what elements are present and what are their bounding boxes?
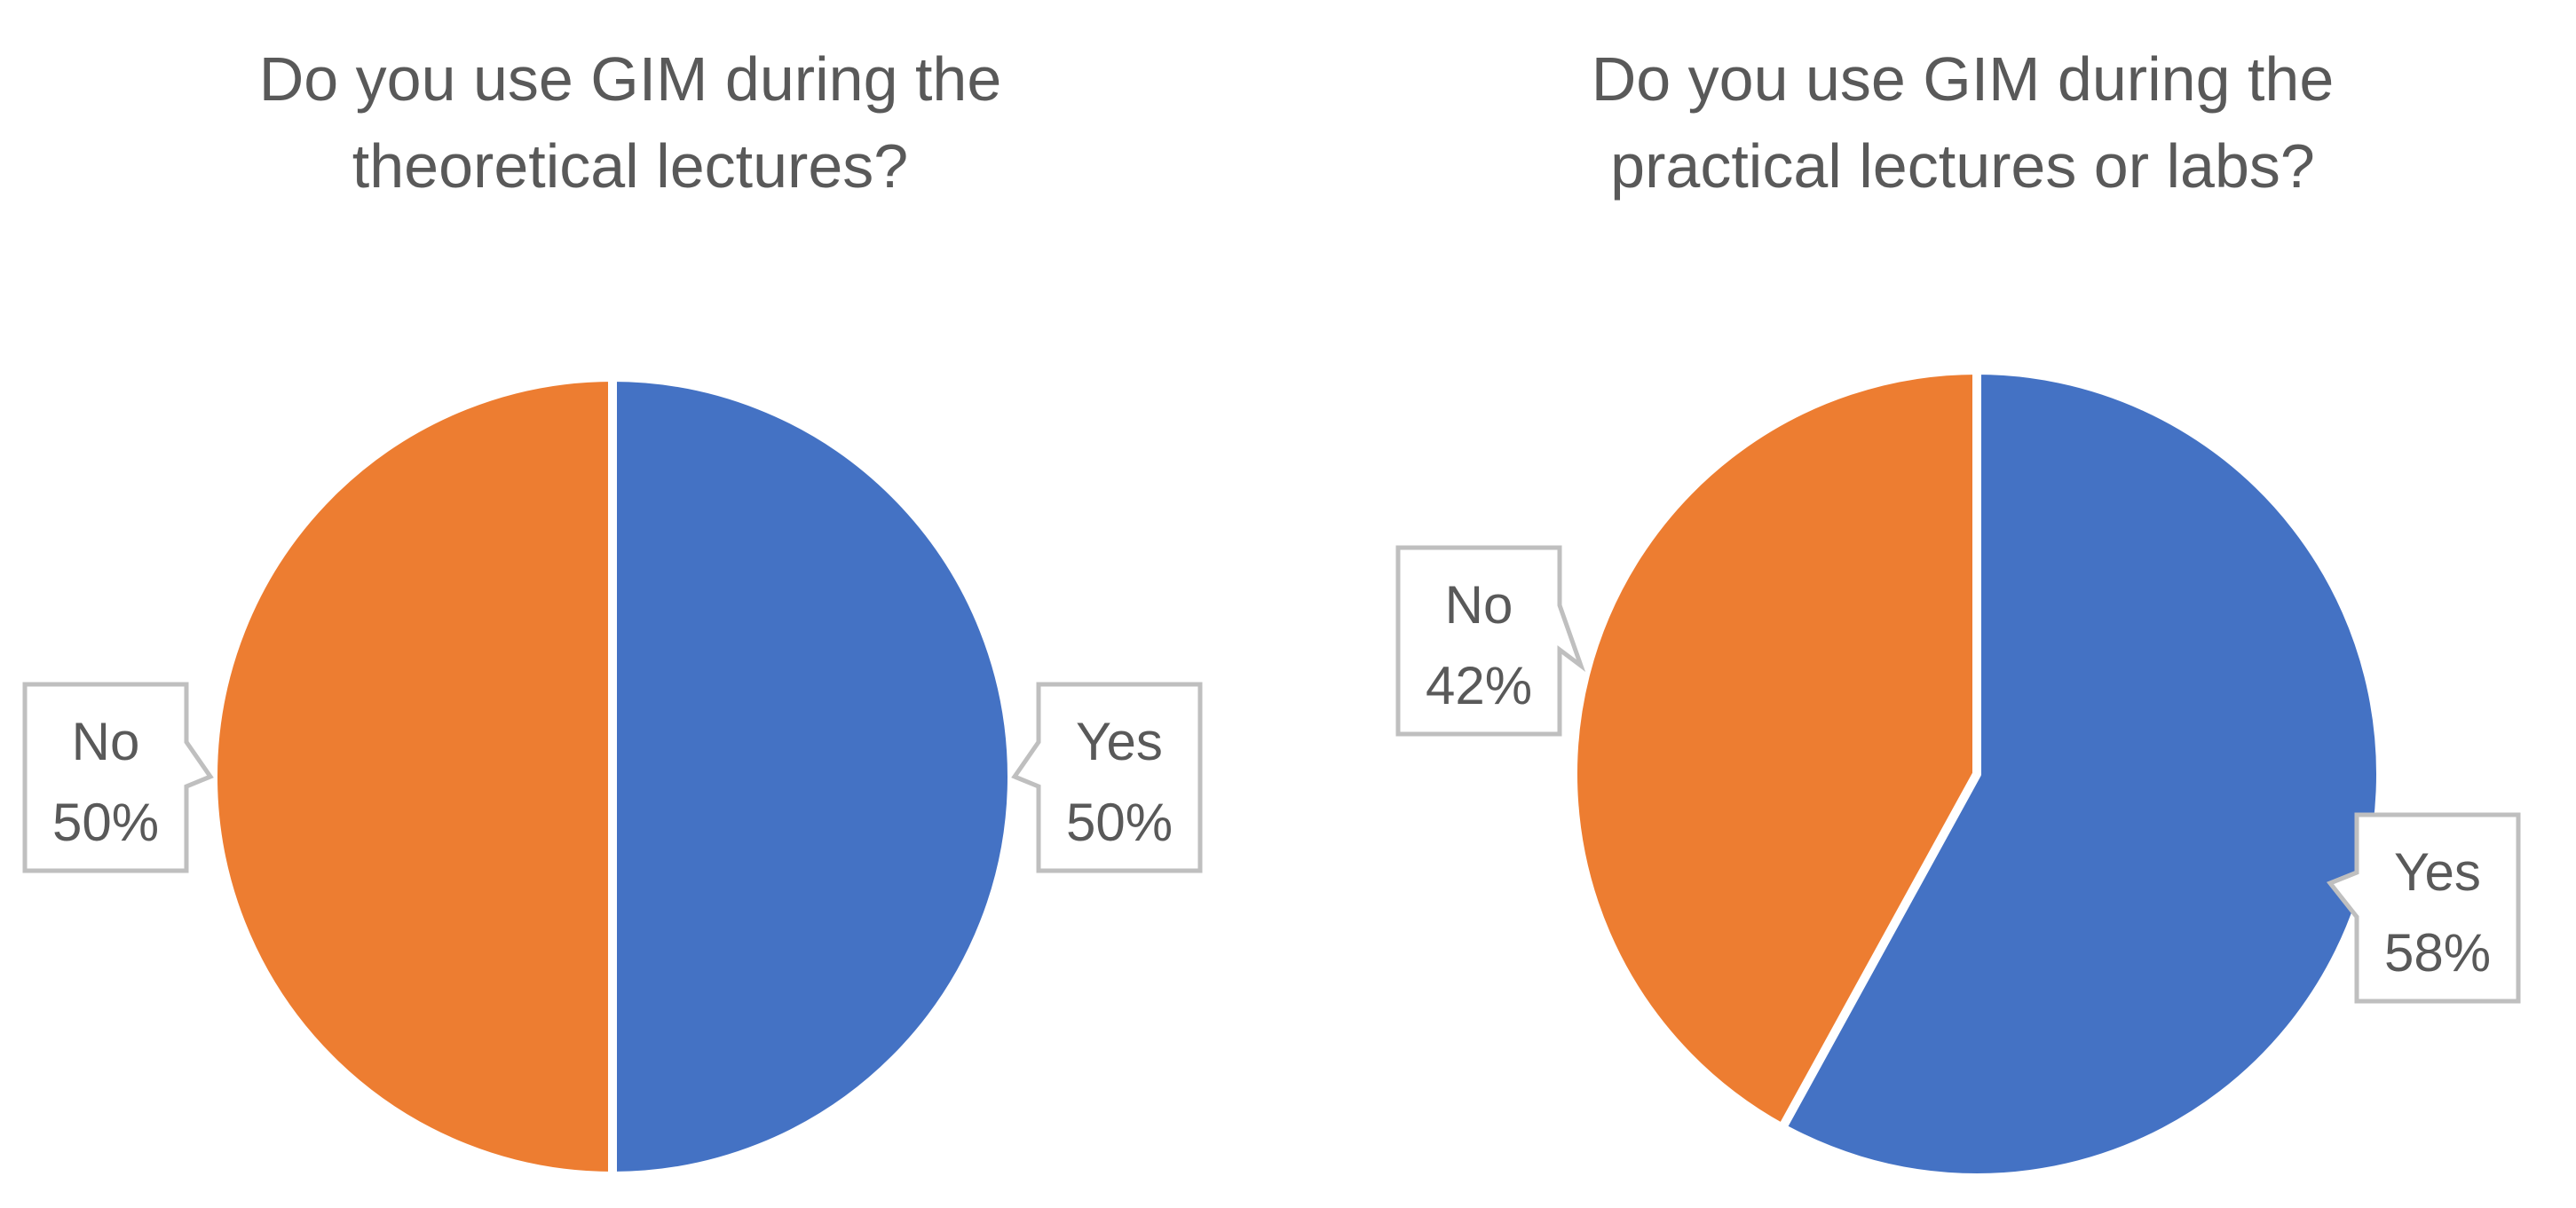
chart-title-line-1: Do you use GIM during the bbox=[1591, 44, 2335, 114]
data-label-no: No 42% bbox=[1395, 545, 1586, 737]
pie-slice-no bbox=[209, 373, 617, 1180]
pie-plot-area: Yes 58% No 42% bbox=[1395, 366, 2521, 1182]
callout-box bbox=[2326, 812, 2521, 1004]
data-label-category: Yes bbox=[1076, 712, 1163, 771]
data-label-percent: 58% bbox=[2384, 923, 2491, 983]
pie-slice-no bbox=[1569, 366, 1981, 1133]
pie-slice-yes bbox=[608, 373, 1016, 1180]
chart-title: Do you use GIM during the theoretical le… bbox=[0, 36, 1260, 209]
data-label-yes: Yes 58% bbox=[2326, 812, 2521, 1004]
data-label-category: No bbox=[1445, 575, 1513, 635]
data-label-no: No 50% bbox=[22, 682, 214, 873]
pie-chart-practical: Do you use GIM during the practical lect… bbox=[1349, 0, 2576, 1208]
pie-slices bbox=[209, 373, 1016, 1180]
chart-title-line-2: practical lectures or labs? bbox=[1610, 131, 2315, 201]
callout-box bbox=[1011, 682, 1203, 873]
data-label-category: Yes bbox=[2394, 842, 2481, 902]
chart-title-line-1: Do you use GIM during the bbox=[258, 44, 1002, 114]
callout-box bbox=[1395, 545, 1586, 737]
chart-title-line-2: theoretical lectures? bbox=[352, 131, 909, 201]
pie-chart-theoretical: Do you use GIM during the theoretical le… bbox=[0, 0, 1260, 1208]
data-label-yes: Yes 50% bbox=[1011, 682, 1203, 873]
pie-plot-area: Yes 50% No 50% bbox=[22, 373, 1203, 1180]
callout-box bbox=[22, 682, 214, 873]
data-label-percent: 42% bbox=[1426, 656, 1532, 715]
data-label-percent: 50% bbox=[1066, 793, 1173, 852]
pie-slices bbox=[1569, 366, 2385, 1182]
data-label-percent: 50% bbox=[52, 793, 159, 852]
chart-title: Do you use GIM during the practical lect… bbox=[1349, 36, 2576, 209]
data-label-category: No bbox=[72, 712, 140, 771]
